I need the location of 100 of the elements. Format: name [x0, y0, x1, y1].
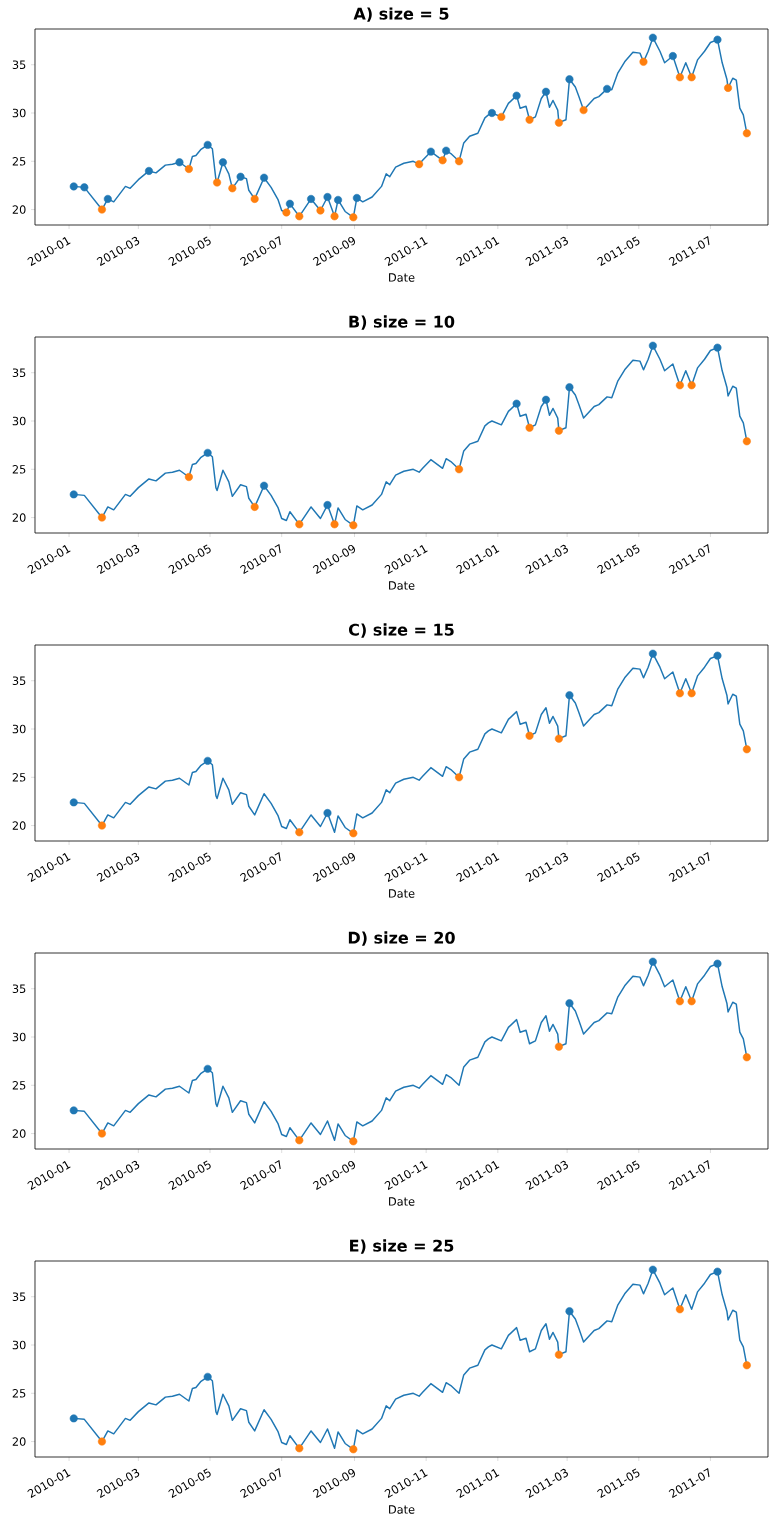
- point: [184, 473, 193, 482]
- point: [565, 383, 574, 392]
- point: [175, 158, 184, 167]
- point: [455, 465, 464, 474]
- y-tick-label: 30: [12, 416, 26, 426]
- point: [687, 73, 696, 82]
- point: [565, 1307, 574, 1316]
- point: [295, 212, 304, 221]
- point: [236, 172, 245, 181]
- point: [565, 999, 574, 1008]
- point: [713, 959, 722, 968]
- y-tick-label: 30: [12, 724, 26, 734]
- y-tick-label: 25: [12, 1081, 26, 1090]
- point: [203, 756, 212, 765]
- point: [144, 166, 153, 175]
- y-tick-label: 20: [12, 821, 26, 830]
- point: [316, 206, 325, 215]
- point: [97, 513, 106, 522]
- point: [713, 1267, 722, 1276]
- point: [668, 52, 677, 61]
- point: [307, 194, 316, 203]
- y-tick-label: 20: [12, 1129, 26, 1138]
- point: [323, 501, 332, 510]
- point: [648, 1265, 657, 1274]
- point: [713, 35, 722, 44]
- y-tick-label: 25: [12, 773, 26, 782]
- point: [648, 33, 657, 42]
- point: [97, 1129, 106, 1138]
- point: [565, 691, 574, 700]
- point: [349, 829, 358, 838]
- point: [687, 381, 696, 390]
- point: [541, 395, 550, 404]
- point: [285, 199, 294, 208]
- point: [525, 115, 534, 124]
- x-axis-title: Date: [389, 1505, 415, 1514]
- point: [69, 1106, 78, 1115]
- point: [742, 745, 751, 754]
- x-axis-title: Date: [389, 581, 415, 590]
- point: [675, 1305, 684, 1314]
- y-tick-label: 35: [12, 676, 26, 686]
- x-axis-title: Date: [389, 889, 415, 898]
- point: [352, 193, 361, 202]
- point: [260, 173, 269, 182]
- point: [442, 146, 451, 155]
- y-tick-label: 30: [12, 108, 26, 118]
- point: [349, 1137, 358, 1146]
- y-tick-label: 35: [12, 368, 26, 378]
- point: [487, 109, 496, 118]
- point: [323, 809, 332, 818]
- point: [742, 1361, 751, 1370]
- point: [69, 798, 78, 807]
- point: [295, 520, 304, 529]
- point: [554, 118, 563, 127]
- point: [525, 731, 534, 740]
- point: [648, 649, 657, 658]
- point: [512, 399, 521, 408]
- point: [687, 997, 696, 1006]
- point: [97, 205, 106, 214]
- point: [554, 426, 563, 435]
- point: [250, 194, 259, 203]
- y-tick-label: 25: [12, 157, 26, 166]
- y-tick-label: 35: [12, 984, 26, 994]
- point: [742, 437, 751, 446]
- point: [648, 341, 657, 350]
- point: [330, 212, 339, 221]
- point: [203, 140, 212, 149]
- point: [349, 1445, 358, 1454]
- point: [228, 184, 237, 193]
- point: [334, 195, 343, 204]
- y-tick-label: 25: [12, 1389, 26, 1398]
- point: [97, 821, 106, 830]
- point: [426, 147, 435, 156]
- point: [742, 129, 751, 138]
- point: [512, 91, 521, 100]
- point: [713, 343, 722, 352]
- point: [295, 1136, 304, 1145]
- point: [260, 481, 269, 490]
- point: [349, 213, 358, 222]
- y-tick-label: 20: [12, 205, 26, 214]
- y-tick-label: 35: [12, 60, 26, 70]
- point: [648, 957, 657, 966]
- point: [97, 1437, 106, 1446]
- point: [80, 183, 89, 192]
- point: [69, 1414, 78, 1423]
- point: [203, 1064, 212, 1073]
- point: [184, 165, 193, 174]
- point: [218, 158, 227, 167]
- point: [455, 773, 464, 782]
- point: [639, 57, 648, 66]
- point: [525, 423, 534, 432]
- point: [675, 689, 684, 698]
- point: [579, 106, 588, 115]
- y-tick-label: 35: [12, 1292, 26, 1302]
- point: [103, 194, 112, 203]
- point: [415, 160, 424, 169]
- point: [250, 502, 259, 511]
- point: [497, 112, 506, 121]
- y-tick-label: 30: [12, 1340, 26, 1350]
- point: [554, 734, 563, 743]
- chart-title: E) size = 25: [350, 1239, 454, 1254]
